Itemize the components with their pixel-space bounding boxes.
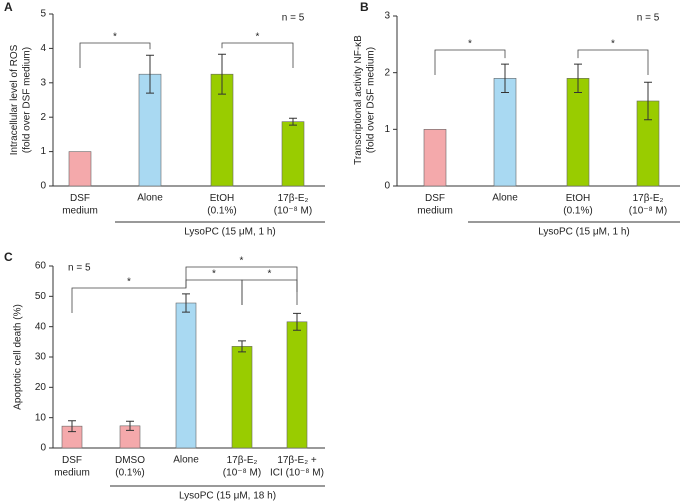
x-tick-label: Alone — [173, 455, 199, 466]
y-axis-title: Transcriptional activity NF-κB (fold over… — [353, 35, 377, 165]
significance-label: * — [468, 39, 472, 50]
y-tick-label: 60 — [35, 261, 47, 272]
significance-label: * — [212, 269, 216, 280]
y-tick-label: 0 — [40, 181, 46, 192]
y-tick-label: 0 — [40, 443, 46, 454]
error-bar — [293, 312, 301, 331]
error-bar — [146, 54, 154, 94]
x-tick-label: DMSO (0.1%) — [115, 455, 145, 479]
significance-bracket — [185, 266, 298, 292]
annotation: n = 5 — [637, 13, 660, 24]
error-bar — [289, 117, 297, 126]
y-tick-label: 30 — [35, 352, 47, 363]
y-tick-label: 1 — [384, 124, 390, 135]
y-tick-label: 2 — [384, 67, 390, 78]
y-tick-label: 5 — [40, 9, 46, 20]
x-tick-label: DSF medium — [62, 193, 98, 217]
panel-label: A — [4, 0, 13, 14]
significance-bracket — [241, 279, 298, 305]
annotation: n = 5 — [68, 263, 91, 274]
bar — [231, 346, 253, 449]
error-bar — [68, 420, 76, 433]
significance-bracket — [577, 49, 649, 75]
significance-label: * — [256, 32, 260, 43]
y-axis-title: Apoptotic cell death (%) — [13, 304, 24, 410]
y-tick-label: 3 — [384, 11, 390, 22]
y-tick-label: 1 — [40, 146, 46, 157]
significance-bracket — [221, 42, 294, 68]
y-axis-title: Intracellular level of ROS (fold over DSF… — [9, 44, 33, 155]
significance-bracket — [434, 49, 506, 75]
x-tick-label: EtOH (0.1%) — [207, 193, 236, 217]
error-bar — [644, 81, 652, 121]
bar — [423, 129, 447, 187]
significance-bracket — [71, 287, 187, 313]
bar — [175, 302, 197, 449]
significance-label: * — [611, 39, 615, 50]
x-tick-label: 17β-E₂ (10⁻⁸ M) — [629, 193, 667, 217]
significance-label: * — [127, 277, 131, 288]
error-bar — [501, 63, 509, 93]
y-tick-label: 4 — [40, 43, 46, 54]
group-label: LysoPC (15 μM, 1 h) — [538, 227, 630, 238]
bar — [68, 151, 92, 187]
group-label: LysoPC (15 μM, 1 h) — [184, 227, 276, 238]
x-tick-label: EtOH (0.1%) — [563, 193, 592, 217]
bar — [566, 78, 590, 187]
bar — [286, 321, 308, 449]
significance-bracket — [185, 279, 243, 305]
significance-label: * — [268, 269, 272, 280]
x-tick-label: Alone — [492, 193, 518, 204]
error-bar — [182, 293, 190, 313]
y-tick-label: 40 — [35, 321, 47, 332]
error-bar — [126, 420, 134, 431]
x-tick-label: 17β-E₂ (10⁻⁸ M) — [223, 455, 261, 479]
group-label: LysoPC (15 μM, 18 h) — [179, 491, 276, 501]
y-tick-label: 3 — [40, 77, 46, 88]
significance-label: * — [240, 256, 244, 267]
error-bar — [574, 63, 582, 93]
y-tick-label: 0 — [384, 181, 390, 192]
panel-label: C — [4, 250, 13, 264]
y-tick-label: 2 — [40, 112, 46, 123]
y-tick-label: 20 — [35, 382, 47, 393]
x-tick-label: Alone — [137, 193, 163, 204]
x-tick-label: 17β-E₂ + ICI (10⁻⁸ M) — [270, 455, 324, 479]
bar — [281, 121, 305, 187]
error-bar — [218, 53, 226, 95]
annotation: n = 5 — [282, 13, 305, 24]
x-tick-label: 17β-E₂ (10⁻⁸ M) — [274, 193, 312, 217]
y-tick-label: 50 — [35, 291, 47, 302]
x-tick-label: DSF medium — [54, 455, 90, 479]
error-bar — [238, 340, 246, 353]
panel-label: B — [360, 0, 369, 14]
significance-label: * — [113, 32, 117, 43]
y-tick-label: 10 — [35, 412, 47, 423]
bar — [493, 78, 517, 187]
significance-bracket — [79, 42, 151, 68]
x-tick-label: DSF medium — [417, 193, 453, 217]
